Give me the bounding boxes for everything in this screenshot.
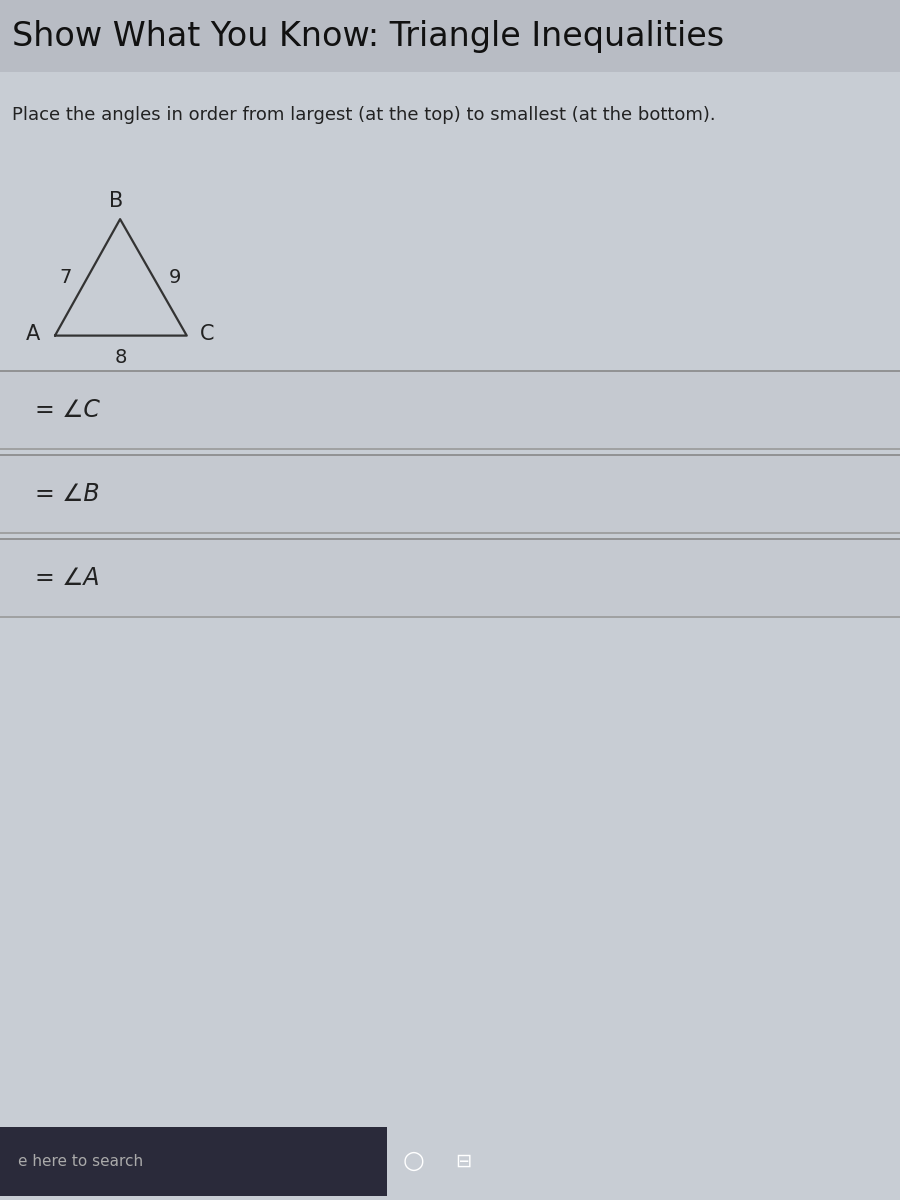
Text: ○: ○ bbox=[403, 1150, 425, 1174]
Text: 8: 8 bbox=[114, 348, 127, 367]
Text: = ∠B: = ∠B bbox=[35, 482, 100, 506]
Text: ⊟: ⊟ bbox=[455, 1152, 472, 1170]
Text: = ∠A: = ∠A bbox=[35, 566, 100, 590]
Text: Show What You Know: Triangle Inequalities: Show What You Know: Triangle Inequalitie… bbox=[12, 19, 725, 53]
Text: e here to search: e here to search bbox=[18, 1153, 143, 1169]
Text: A: A bbox=[26, 324, 40, 343]
Text: B: B bbox=[109, 191, 123, 211]
FancyBboxPatch shape bbox=[0, 371, 900, 449]
Text: = ∠C: = ∠C bbox=[35, 397, 100, 421]
Text: 7: 7 bbox=[59, 268, 72, 287]
FancyBboxPatch shape bbox=[0, 455, 900, 533]
Text: 9: 9 bbox=[169, 268, 182, 287]
Text: C: C bbox=[200, 324, 214, 343]
FancyBboxPatch shape bbox=[0, 539, 900, 617]
FancyBboxPatch shape bbox=[0, 0, 900, 72]
FancyBboxPatch shape bbox=[0, 1128, 387, 1196]
Text: Place the angles in order from largest (at the top) to smallest (at the bottom).: Place the angles in order from largest (… bbox=[12, 107, 716, 125]
